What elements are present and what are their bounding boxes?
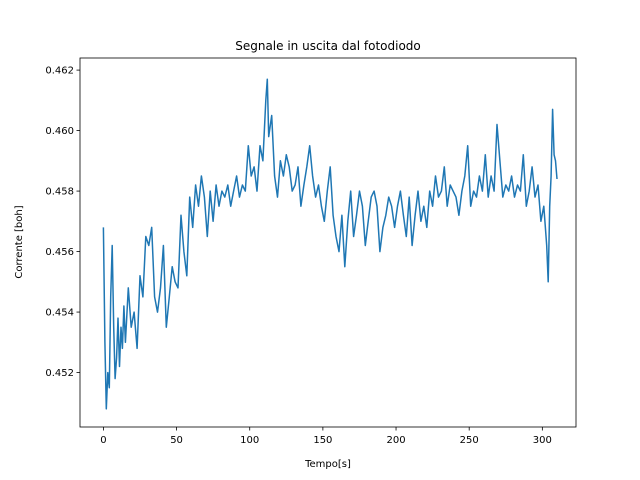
y-tick-label: 0.460 [45, 126, 74, 137]
x-tick-label: 300 [533, 435, 552, 446]
chart-title: Segnale in uscita dal fotodiodo [235, 39, 421, 53]
y-tick-label: 0.454 [45, 308, 74, 319]
y-tick-label: 0.462 [45, 66, 74, 77]
y-axis-ticks: 0.452 0.454 0.456 0.458 0.460 0.462 [45, 66, 80, 379]
y-axis-label: Corrente [boh] [14, 205, 25, 278]
x-tick-label: 200 [386, 435, 405, 446]
x-tick-label: 50 [170, 435, 183, 446]
y-tick-label: 0.452 [45, 368, 74, 379]
x-tick-label: 150 [313, 435, 332, 446]
axes-frame [79, 57, 577, 428]
series-line [102, 78, 558, 410]
x-axis-label: Tempo[s] [304, 459, 351, 470]
x-axis-ticks: 0 50 100 150 200 250 300 [100, 427, 552, 446]
x-tick-label: 0 [100, 435, 106, 446]
x-tick-label: 100 [240, 435, 259, 446]
y-tick-label: 0.456 [45, 247, 74, 258]
y-tick-label: 0.458 [45, 187, 74, 198]
plot-area [79, 57, 577, 428]
x-tick-label: 250 [460, 435, 479, 446]
